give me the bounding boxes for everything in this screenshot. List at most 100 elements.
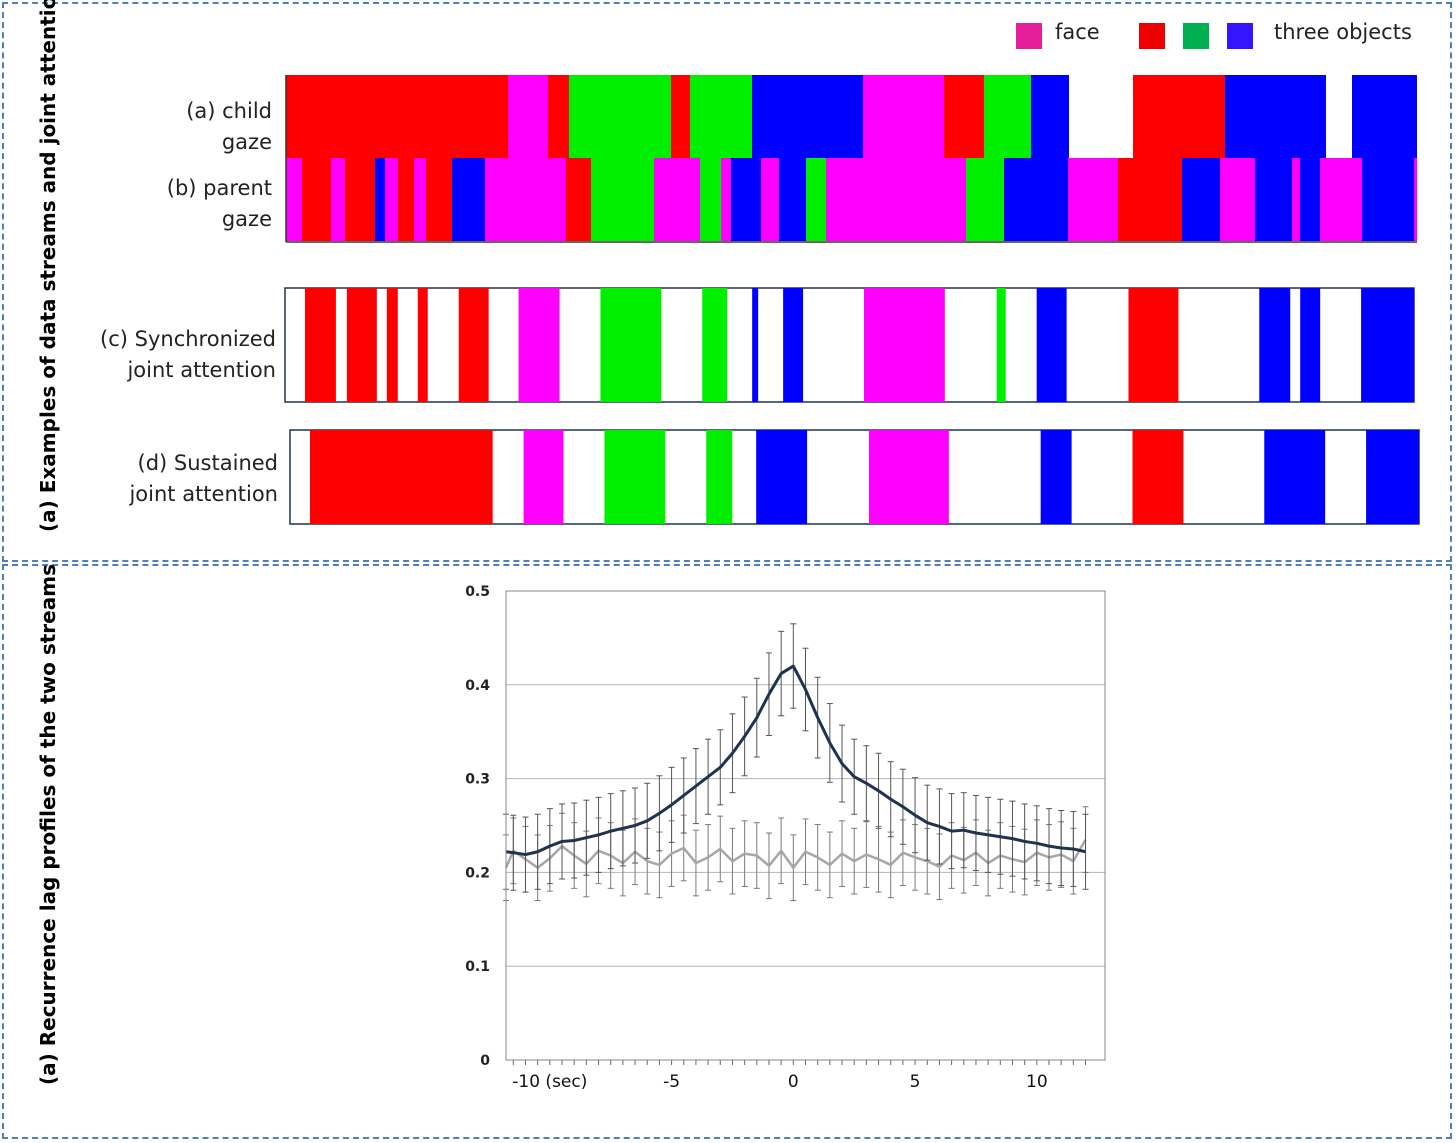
child-segment-green bbox=[690, 75, 752, 158]
parent-segment-face bbox=[385, 158, 398, 241]
parent-segment-blue bbox=[1182, 158, 1220, 241]
legend-blue-swatch bbox=[1227, 23, 1253, 49]
parent-gaze-stream bbox=[286, 158, 1417, 241]
parent-segment-red bbox=[426, 158, 452, 241]
recurrence-lag-chart: 0 0.1 0.2 0.3 0.4 0.5 -10 (sec) -5 0 5 10 bbox=[465, 584, 1106, 1092]
sustained-segment-blue bbox=[1366, 430, 1419, 524]
x-tick-label: 10 bbox=[1026, 1072, 1048, 1092]
sustained-segment-face bbox=[868, 430, 949, 524]
parent-segment-green bbox=[591, 158, 654, 241]
row-label-parent-line2: gaze bbox=[221, 207, 272, 231]
child-segment-blue bbox=[752, 75, 863, 158]
parent-segment-face bbox=[1414, 158, 1417, 241]
data-streams-panel bbox=[2, 2, 1452, 562]
parent-segment-blue bbox=[1362, 158, 1414, 241]
child-segment-blue bbox=[1225, 75, 1326, 158]
row-label-sync-line2: joint attention bbox=[127, 358, 276, 382]
parent-segment-face bbox=[485, 158, 566, 241]
parent-segment-red bbox=[398, 158, 414, 241]
y-tick-label: 0.5 bbox=[465, 584, 490, 600]
parent-segment-red bbox=[1118, 158, 1182, 241]
y-tick-label: 0.4 bbox=[465, 678, 490, 694]
parent-segment-blue bbox=[1300, 158, 1320, 241]
sustained-segment-blue bbox=[756, 430, 808, 524]
parent-segment-face bbox=[721, 158, 731, 241]
x-tick-label: 0 bbox=[788, 1072, 799, 1092]
parent-segment-face bbox=[1068, 158, 1118, 241]
parent-segment-green bbox=[966, 158, 1004, 241]
y-tick-label: 0.3 bbox=[465, 772, 490, 788]
baseline-line bbox=[504, 838, 1087, 869]
sync-segment-blue bbox=[752, 288, 759, 402]
sync-segment-blue bbox=[1361, 288, 1414, 402]
parent-segment-blue bbox=[1004, 158, 1068, 241]
sync-segment-blue bbox=[1036, 288, 1067, 402]
parent-segment-face bbox=[654, 158, 700, 241]
row-label-sustained-line2: joint attention bbox=[129, 482, 278, 506]
parent-segment-blue bbox=[375, 158, 385, 241]
parent-segment-blue bbox=[1255, 158, 1292, 241]
child-segment-face bbox=[863, 75, 944, 158]
sustained-segment-green bbox=[604, 430, 666, 524]
sync-segment-face bbox=[863, 288, 945, 402]
parent-segment-red bbox=[302, 158, 331, 241]
sync-segment-green bbox=[996, 288, 1006, 402]
sustained-segment-green bbox=[706, 430, 733, 524]
row-label-sustained: (d) Sustained joint attention bbox=[129, 448, 278, 510]
row-label-child-line1: (a) child bbox=[186, 99, 272, 123]
row-label-child-gaze: (a) child gaze bbox=[186, 96, 272, 158]
parent-segment-face bbox=[826, 158, 966, 241]
parent-segment-face bbox=[1220, 158, 1255, 241]
legend-face-swatch bbox=[1016, 23, 1042, 49]
sync-segment-red bbox=[346, 288, 377, 402]
sync-segment-blue bbox=[783, 288, 804, 402]
chart-y-tick-labels: 0 0.1 0.2 0.3 0.4 0.5 bbox=[465, 584, 490, 1069]
row-label-synchronized: (c) Synchronized joint attention bbox=[100, 324, 276, 386]
sync-segment-red bbox=[386, 288, 398, 402]
chart-series-group bbox=[503, 623, 1089, 902]
sustained-segment-red bbox=[309, 430, 493, 524]
y-tick-label: 0.1 bbox=[465, 959, 490, 975]
sync-segment-green bbox=[600, 288, 662, 402]
row-label-parent-line1: (b) parent bbox=[166, 176, 272, 200]
parent-segment-face bbox=[331, 158, 345, 241]
child-segment-red bbox=[1133, 75, 1225, 158]
parent-segment-face bbox=[761, 158, 779, 241]
parent-segment-blue bbox=[452, 158, 485, 241]
parent-segment-red bbox=[566, 158, 591, 241]
sync-stream-frame bbox=[284, 287, 1415, 403]
child-segment-red bbox=[671, 75, 690, 158]
legend-face-label: face bbox=[1055, 20, 1100, 44]
sustained-joint-attention-stream bbox=[309, 430, 1419, 524]
legend-objects-label: three objects bbox=[1274, 20, 1412, 44]
sync-segment-green bbox=[702, 288, 728, 402]
row-label-parent-gaze: (b) parent gaze bbox=[167, 173, 272, 235]
child-segment-blue bbox=[1352, 75, 1417, 158]
chart-plot-frame bbox=[505, 590, 1106, 1061]
joint-attention-series bbox=[503, 623, 1089, 893]
sync-segment-red bbox=[304, 288, 336, 402]
row-label-sync-line1: (c) Synchronized bbox=[100, 327, 276, 351]
parent-segment-face bbox=[1320, 158, 1362, 241]
child-segment-face bbox=[508, 75, 548, 158]
row-label-child-line2: gaze bbox=[221, 130, 272, 154]
y-tick-label: 0 bbox=[480, 1053, 490, 1069]
child-segment-green bbox=[984, 75, 1031, 158]
sustained-segment-blue bbox=[1040, 430, 1072, 524]
child-segment-green bbox=[569, 75, 671, 158]
synchronized-joint-attention-stream bbox=[304, 288, 1414, 402]
parent-segment-red bbox=[345, 158, 375, 241]
x-tick-label: -5 bbox=[663, 1072, 680, 1092]
sustained-segment-face bbox=[523, 430, 564, 524]
parent-segment-face bbox=[286, 158, 302, 241]
sync-segment-blue bbox=[1300, 288, 1321, 402]
chart-x-tick-labels: -10 (sec) -5 0 5 10 bbox=[512, 1072, 1047, 1092]
sync-segment-red bbox=[1128, 288, 1179, 402]
parent-segment-green bbox=[806, 158, 826, 241]
data-streams-chart bbox=[284, 75, 1420, 525]
parent-segment-blue bbox=[731, 158, 761, 241]
child-segment-red bbox=[548, 75, 569, 158]
parent-segment-face bbox=[1292, 158, 1300, 241]
sync-segment-blue bbox=[1259, 288, 1291, 402]
x-tick-label: 5 bbox=[910, 1072, 921, 1092]
